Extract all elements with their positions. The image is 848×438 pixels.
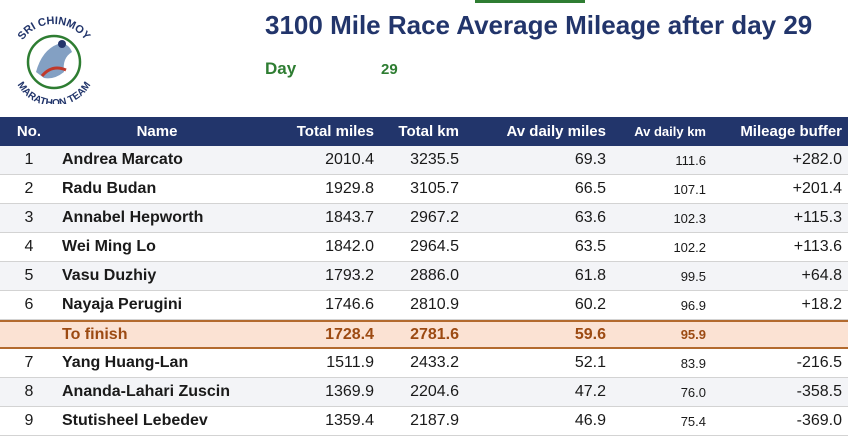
cell-mileage-buffer: +201.4 (792, 180, 842, 197)
table-row: 2 Radu Budan 1929.8 3105.7 66.5 107.1 +2… (0, 175, 848, 204)
cell-av-daily-km: 96.9 (680, 297, 706, 313)
cell-av-daily-km: 75.4 (680, 413, 706, 429)
cell-av-daily-miles: 46.9 (574, 412, 606, 429)
cell-av-daily-km: 95.9 (680, 327, 706, 342)
table-row: 4 Wei Ming Lo 1842.0 2964.5 63.5 102.2 +… (0, 233, 848, 262)
cell-total-miles: 1929.8 (325, 180, 374, 197)
cell-mileage-buffer: -216.5 (796, 354, 842, 371)
cell-total-miles: 2010.4 (325, 151, 374, 168)
cell-name: Ananda-Lahari Zuscin (62, 383, 231, 400)
cell-av-daily-miles: 59.6 (574, 325, 606, 343)
cell-mileage-buffer: +113.6 (793, 238, 842, 255)
cell-total-km: 2781.6 (410, 325, 459, 343)
cell-mileage-buffer: +64.8 (801, 267, 842, 284)
cell-name: Radu Budan (62, 180, 157, 197)
cell-name: Nayaja Perugini (62, 296, 183, 313)
table-row: 9 Stutisheel Lebedev 1359.4 2187.9 46.9 … (0, 407, 848, 436)
cell-total-miles: 1369.9 (325, 383, 374, 400)
cell-total-km: 3235.5 (410, 151, 459, 168)
cell-name: Wei Ming Lo (62, 238, 156, 255)
cell-total-miles: 1843.7 (325, 209, 374, 226)
cell-av-daily-km: 102.3 (673, 210, 706, 226)
cell-no: 1 (24, 151, 34, 168)
table-row: 7 Yang Huang-Lan 1511.9 2433.2 52.1 83.9… (0, 349, 848, 378)
cell-av-daily-miles: 52.1 (574, 354, 606, 371)
cell-no: 3 (24, 209, 34, 226)
cell-av-daily-miles: 47.2 (574, 383, 606, 400)
cell-no: 4 (24, 238, 34, 255)
cell-total-km: 2204.6 (410, 383, 459, 400)
cell-no: 8 (24, 383, 34, 400)
header-total-miles: Total miles (296, 123, 374, 140)
cell-av-daily-miles: 63.5 (574, 238, 606, 255)
table-header-row: No. Name Total miles Total km Av daily m… (0, 117, 848, 146)
cell-total-km: 2964.5 (410, 238, 459, 255)
cell-total-km: 2187.9 (410, 412, 459, 429)
cell-av-daily-km: 107.1 (673, 181, 706, 197)
cell-no: 2 (24, 180, 34, 197)
table-row: 6 Nayaja Perugini 1746.6 2810.9 60.2 96.… (0, 291, 848, 320)
cell-av-daily-miles: 69.3 (574, 151, 606, 168)
cell-name: Annabel Hepworth (62, 209, 204, 226)
header-mileage-buffer: Mileage buffer (740, 123, 842, 140)
day-value: 29 (381, 61, 398, 78)
cell-av-daily-miles: 61.8 (574, 267, 606, 284)
cell-av-daily-miles: 60.2 (574, 296, 606, 313)
cell-no: 6 (24, 296, 34, 313)
cell-total-miles: 1728.4 (325, 325, 374, 343)
page-title: 3100 Mile Race Average Mileage after day… (265, 10, 813, 40)
top-accent-line (475, 0, 585, 3)
cell-name: Andrea Marcato (62, 151, 183, 168)
cell-total-km: 3105.7 (410, 180, 459, 197)
cell-no: 7 (24, 354, 34, 371)
cell-mileage-buffer: +115.3 (793, 209, 842, 226)
cell-av-daily-miles: 63.6 (574, 209, 606, 226)
cell-total-km: 2433.2 (410, 354, 459, 371)
cell-mileage-buffer: -369.0 (796, 412, 842, 429)
cell-av-daily-km: 83.9 (680, 355, 706, 371)
sri-chinmoy-logo: SRI CHINMOY MARATHON TEAM (15, 15, 93, 104)
to-finish-row: To finish 1728.4 2781.6 59.6 95.9 (0, 320, 848, 349)
cell-total-miles: 1746.6 (325, 296, 374, 313)
cell-av-daily-km: 102.2 (673, 239, 706, 255)
header-no: No. (16, 123, 42, 140)
header-av-daily-miles: Av daily miles (506, 123, 607, 140)
cell-total-km: 2967.2 (410, 209, 459, 226)
cell-name: Vasu Duzhiy (62, 267, 157, 284)
header-av-daily-km: Av daily km (634, 124, 706, 139)
cell-total-km: 2810.9 (410, 296, 459, 313)
cell-av-daily-miles: 66.5 (574, 180, 606, 197)
table-row: 3 Annabel Hepworth 1843.7 2967.2 63.6 10… (0, 204, 848, 233)
cell-total-miles: 1359.4 (325, 412, 374, 429)
cell-name: Yang Huang-Lan (62, 354, 189, 371)
cell-mileage-buffer: +18.2 (801, 296, 842, 313)
standings-table: No. Name Total miles Total km Av daily m… (0, 117, 848, 436)
cell-no: 9 (24, 412, 34, 429)
header-total-km: Total km (398, 123, 459, 140)
header-name: Name (136, 123, 178, 140)
cell-total-miles: 1511.9 (326, 354, 374, 371)
cell-av-daily-km: 111.6 (675, 152, 706, 168)
table-row: 5 Vasu Duzhiy 1793.2 2886.0 61.8 99.5 +6… (0, 262, 848, 291)
table-row: 8 Ananda-Lahari Zuscin 1369.9 2204.6 47.… (0, 378, 848, 407)
cell-total-miles: 1793.2 (325, 267, 374, 284)
cell-mileage-buffer: +282.0 (792, 151, 842, 168)
cell-name: To finish (62, 325, 128, 343)
cell-av-daily-km: 76.0 (680, 384, 706, 400)
cell-av-daily-km: 99.5 (680, 268, 706, 284)
cell-name: Stutisheel Lebedev (62, 412, 208, 429)
cell-mileage-buffer: -358.5 (796, 383, 842, 400)
cell-total-miles: 1842.0 (325, 238, 374, 255)
cell-total-km: 2886.0 (410, 267, 459, 284)
cell-no: 5 (24, 267, 34, 284)
table-row: 1 Andrea Marcato 2010.4 3235.5 69.3 111.… (0, 146, 848, 175)
day-label: Day (265, 59, 297, 78)
